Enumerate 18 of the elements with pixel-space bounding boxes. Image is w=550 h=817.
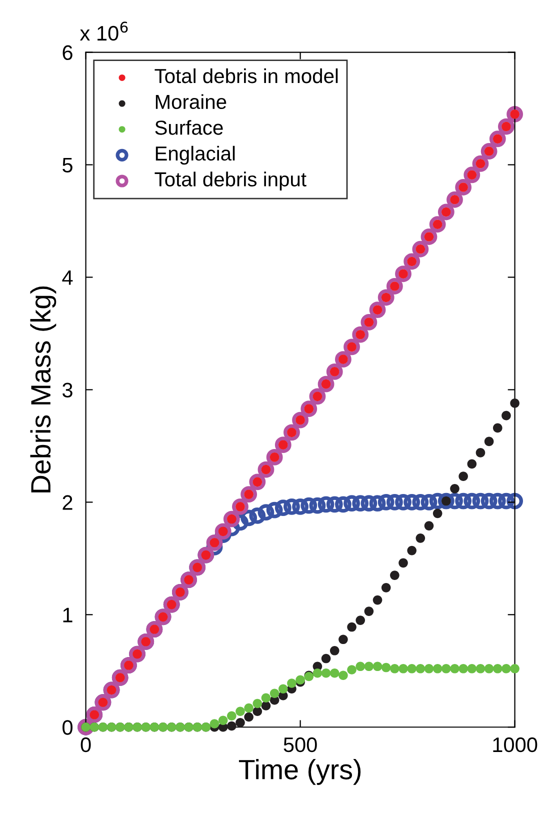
y-tick-label: 1 <box>63 608 72 622</box>
x-axis-title: Time (yrs) <box>238 759 361 785</box>
legend-label: Surface <box>155 120 223 135</box>
y-tick-label: 2 <box>62 495 72 510</box>
text: x 10$^{6}$ <box>80 22 128 41</box>
y-axis-title: Debris Mass (kg) <box>30 286 56 492</box>
x-tick-label: 1000 <box>493 737 538 752</box>
y-tick-label: 3 <box>62 382 72 398</box>
legend-label: Total debris in model <box>154 68 338 84</box>
x-tick-label: 0 <box>80 737 91 752</box>
legend-label: Total debris input <box>154 172 306 190</box>
y-tick-label: 6 <box>62 45 72 60</box>
legend-label: Moraine <box>156 94 226 110</box>
legend-label: Englacial <box>156 146 235 165</box>
y-tick-label: 0 <box>62 720 72 735</box>
y-tick-label: 4 <box>62 270 73 285</box>
y-tick-label: 5 <box>62 158 72 173</box>
x-tick-label: 500 <box>284 737 317 752</box>
